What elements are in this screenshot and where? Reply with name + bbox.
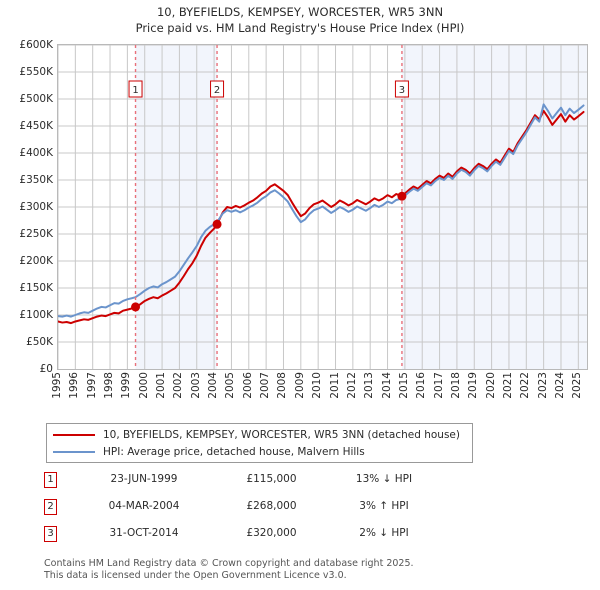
x-axis-tick-label: 2024	[553, 372, 566, 399]
legend-label-hpi: HPI: Average price, detached house, Malv…	[103, 446, 365, 458]
y-axis-tick-label: £150K	[19, 282, 53, 294]
x-axis-tick-label: 2023	[536, 372, 549, 399]
chart-legend: 10, BYEFIELDS, KEMPSEY, WORCESTER, WR5 3…	[46, 423, 473, 463]
x-axis-tick-label: 2021	[501, 372, 514, 399]
sale-index-badge: 2	[44, 499, 57, 515]
y-axis-tick-label: £200K	[19, 255, 53, 267]
sales-history-table: 1 23-JUN-1999 £115,000 13% ↓ HPI 2 04-MA…	[44, 470, 464, 551]
x-axis-tick-label: 2014	[380, 372, 393, 399]
x-axis-tick-label: 2020	[484, 372, 497, 399]
x-axis-tick-label: 2016	[415, 372, 428, 399]
x-axis-tick-label: 2019	[467, 372, 480, 399]
sale-price: £320,000	[246, 527, 297, 539]
y-axis-tick-label: £600K	[19, 39, 53, 51]
y-axis-tick-label: £500K	[19, 93, 53, 105]
y-axis-tick-label: £50K	[26, 336, 53, 348]
legend-item-property: 10, BYEFIELDS, KEMPSEY, WORCESTER, WR5 3…	[53, 426, 460, 444]
x-axis-tick-label: 2012	[345, 372, 358, 399]
sale-price: £115,000	[246, 473, 297, 485]
chart-svg: 1 2 3	[58, 45, 587, 369]
y-axis-tick-label: £400K	[19, 147, 53, 159]
y-axis-tick-label: £350K	[19, 174, 53, 186]
x-axis-tick-label: 1996	[68, 372, 81, 399]
x-axis-labels: 1995 1996 1997 1998 1999 2000 2001 2002 2003 2004…	[51, 372, 588, 414]
footer-line-licence: This data is licensed under the Open Gov…	[44, 569, 347, 581]
x-axis-tick-label: 2000	[137, 372, 150, 399]
x-axis-tick-label: 2005	[224, 372, 237, 399]
footer-line-copyright: Contains HM Land Registry data © Crown c…	[44, 558, 414, 569]
x-axis-tick-label: 2003	[189, 372, 202, 399]
legend-swatch-property	[53, 434, 95, 436]
sale-hpi-delta: 2% ↓ HPI	[359, 527, 409, 539]
y-axis-tick-label: £100K	[19, 309, 53, 321]
x-axis-tick-label: 2015	[397, 372, 410, 399]
x-axis-tick-label: 2025	[571, 372, 584, 399]
sale-index-badge: 3	[44, 526, 57, 542]
table-row[interactable]: 2 04-MAR-2004 £268,000 3% ↑ HPI	[44, 497, 464, 524]
x-axis-tick-label: 1998	[103, 372, 116, 399]
x-axis-tick-label: 2022	[519, 372, 532, 399]
legend-swatch-hpi	[53, 451, 95, 453]
svg-text:2: 2	[214, 85, 220, 96]
page-subtitle: Price paid vs. HM Land Registry's House …	[135, 21, 465, 35]
sale-index-badge: 1	[44, 472, 57, 488]
x-axis-tick-label: 2018	[449, 372, 462, 399]
y-axis-labels: £0 £50K £100K £150K £200K £250K £300K £350K £400…	[0, 39, 53, 375]
table-row[interactable]: 1 23-JUN-1999 £115,000 13% ↓ HPI	[44, 470, 464, 497]
sale-price: £268,000	[246, 500, 297, 512]
x-axis-tick-label: 1995	[51, 372, 63, 399]
sale-hpi-delta: 13% ↓ HPI	[355, 473, 413, 485]
x-axis-tick-label: 2013	[363, 372, 376, 399]
y-axis-tick-label: £250K	[19, 228, 53, 240]
legend-item-hpi: HPI: Average price, detached house, Malv…	[53, 443, 365, 461]
x-axis-tick-label: 2017	[432, 372, 445, 399]
x-axis-tick-label: 2002	[172, 372, 185, 399]
y-axis-tick-label: £450K	[19, 120, 53, 132]
y-axis-tick-label: £300K	[19, 201, 53, 213]
y-axis-tick-label: £550K	[19, 66, 53, 78]
footer-attribution: Contains HM Land Registry data © Crown c…	[44, 558, 584, 581]
chart-plot-area[interactable]: 1 2 3	[57, 44, 588, 370]
x-axis-tick-label: 2001	[155, 372, 168, 399]
x-axis-tick-label: 2011	[328, 372, 341, 399]
chart-title-block: 10, BYEFIELDS, KEMPSEY, WORCESTER, WR5 3…	[0, 4, 600, 36]
page-title: 10, BYEFIELDS, KEMPSEY, WORCESTER, WR5 3…	[156, 5, 444, 19]
legend-label-property: 10, BYEFIELDS, KEMPSEY, WORCESTER, WR5 3…	[103, 429, 460, 441]
table-row[interactable]: 3 31-OCT-2014 £320,000 2% ↓ HPI	[44, 524, 464, 551]
y-axis-tick-label: £0	[39, 363, 53, 375]
x-axis-tick-label: 2004	[207, 372, 220, 399]
x-axis-tick-label: 2007	[259, 372, 272, 399]
sale-date: 23-JUN-1999	[110, 473, 178, 485]
x-axis-tick-label: 2008	[276, 372, 289, 399]
sale-date: 04-MAR-2004	[108, 500, 180, 512]
x-axis-tick-label: 1999	[120, 372, 133, 399]
x-axis-tick-label: 2010	[311, 372, 324, 399]
sale-hpi-delta: 3% ↑ HPI	[359, 500, 409, 512]
svg-text:3: 3	[399, 85, 405, 96]
svg-text:1: 1	[132, 85, 138, 96]
x-axis-tick-label: 1997	[85, 372, 98, 399]
sale-date: 31-OCT-2014	[109, 527, 179, 539]
x-axis-tick-label: 2009	[293, 372, 306, 399]
x-axis-tick-label: 2006	[241, 372, 254, 399]
